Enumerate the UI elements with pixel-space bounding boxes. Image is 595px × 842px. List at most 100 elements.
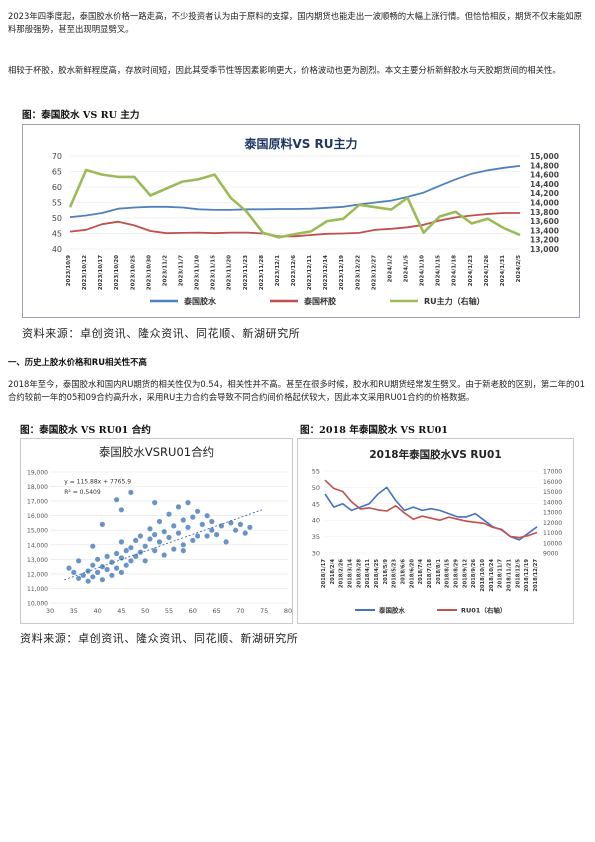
chart-2-point [175,504,182,510]
chart-1-x-tick-label: 2024/2/5 [516,255,522,283]
chart-1-y2-tick-label: 13,400 [530,226,559,235]
chart-3-title: 2018年泰国胶水VS RU01 [369,448,501,461]
chart-2-point [85,578,91,584]
chart-2-point [90,574,96,580]
chart-2-x-tick-label: 60 [189,607,197,615]
chart-3-y-tick-label: 55 [312,468,320,476]
chart-2-point [228,520,234,526]
chart-2-x-tick-label: 45 [117,607,125,615]
chart-2-point [242,530,248,536]
chart-3-x-tick-label: 2018/3/14 [348,559,354,588]
chart-2-point [99,577,105,583]
chart-1-y-tick-label: 60 [52,183,62,192]
chart-2-point [71,569,77,575]
chart-3-series-line-1 [324,479,538,539]
chart-1-x-tick-label: 2023/10/25 [130,255,136,290]
chart-2-x-tick-label: 75 [260,607,268,615]
chart-2-point [175,530,182,536]
chart-3-y2-tick-label: 11000 [543,530,562,537]
chart-2-point [152,532,158,538]
chart-2-svg: 泰国胶水VSRU01合约 10,000 11,000 12,000 13,000 14,0… [20,438,293,624]
chart-2-point [133,553,139,559]
chart-1-x-tick-label: 2023/11/15 [211,255,217,290]
chart-2-point [195,508,201,514]
chart-2-point [137,549,143,555]
chart-1-border [22,124,580,318]
chart-3-x-tick-label: 2018/3/28 [356,559,362,588]
chart-2-x-tick-label: 50 [141,607,149,615]
chart-1-y2-tick-label: 13,200 [530,236,559,245]
chart-2-point [66,565,72,571]
chart-3-x-tick-label: 2018/7/18 [427,559,433,588]
chart-1-x-tick-label: 2023/12/6 [291,255,297,286]
chart-1-y2-tick-label: 14,800 [530,161,559,170]
chart-1-x-tick-label: 2023/12/27 [371,255,377,290]
chart-3-x-tick-label: 2018/12/5 [515,559,521,588]
chart-1-x-tick-label: 2023/11/28 [259,255,265,290]
chart-3-x-tick-label: 2018/5/23 [392,559,398,588]
chart-2-y-tick-label: 11,000 [27,586,48,593]
chart-1-x-tick-label: 2023/12/19 [339,255,345,290]
chart-3-x-tick-label: 2018/6/6 [401,559,407,585]
chart-2-annotation-equation: y = 115.88x + 7765.9 [64,479,131,486]
chart-3-x-tick-label: 2018/5/9 [383,559,389,585]
chart-2-point [109,572,115,578]
chart-2-x-tick-label: 40 [93,607,101,615]
chart-3-y-tick-label: 35 [312,533,320,541]
chart-1-x-tick-label: 2024/1/2 [387,255,393,283]
chart-3-x-tick-label: 2018/9/12 [462,559,468,588]
chart-1-x-tick-label: 2024/1/18 [452,255,458,286]
chart-2-point [204,513,210,519]
chart-3-x-tick-label: 2018/10/10 [480,559,486,592]
chart-3-legend-label-1: RU01（右轴） [461,606,506,615]
chart-2-point [95,556,101,562]
chart-3-x-tick-label: 2018/1/17 [321,559,327,588]
chart-1-series-line-0 [69,165,521,218]
chart-2-point [180,517,186,523]
chart-1-x-tick-label: 2024/1/26 [484,255,490,286]
chart-2-point [214,532,220,538]
chart-1-y2-tick-label: 14,600 [530,171,559,180]
chart-2-point [104,553,110,559]
figure-3-chart: 2018年泰国胶水VS RU01 30 35 40 45 50 55 9000 10000 110… [297,438,574,624]
chart-3-x-tick-label: 2018/7/4 [418,559,424,585]
chart-2-point [123,562,129,568]
chart-1-x-tick-label: 2023/12/14 [323,255,329,290]
chart-3-x-tick-label: 2018/2/4 [330,559,336,585]
chart-1-y2-tick-label: 14,000 [530,199,559,208]
chart-1-legend-label-1: 泰国杯胶 [303,296,336,306]
chart-1-x-tick-label: 2024/1/5 [404,255,410,283]
chart-2-point [123,548,129,554]
chart-1-series-line-1 [69,212,520,238]
chart-2-point [80,572,86,578]
chart-1-y-tick-label: 55 [52,199,62,208]
chart-2-point [199,521,205,527]
chart-2-point [128,545,134,551]
chart-2-point [133,537,139,543]
chart-1-x-tick-label: 2023/10/9 [66,255,72,286]
chart-2-x-tick-label: 35 [70,607,78,615]
chart-2-y-tick-label: 12,000 [27,571,48,578]
chart-1-y2-tick-label: 14,200 [530,189,559,198]
chart-2-point [233,527,239,533]
chart-2-x-tick-label: 30 [46,607,54,615]
chart-1-x-tick-label: 2024/1/15 [436,255,442,286]
chart-3-y2-tick-label: 9000 [543,551,558,558]
chart-2-point [118,539,124,545]
chart-1-x-tick-label: 2023/11/23 [243,255,249,290]
chart-2-point [204,533,210,539]
chart-1-title: 泰国原料VS RU主力 [243,136,357,151]
chart-2-point [161,552,167,558]
chart-2-y-tick-label: 14,000 [27,542,48,549]
chart-3-y-tick-label: 45 [312,500,320,508]
chart-1-legend-label-0: 泰国胶水 [183,296,217,306]
chart-3-x-tick-label: 2018/6/20 [409,559,415,588]
chart-3-x-tick-label: 2018/4/11 [365,559,371,588]
chart-2-point [142,543,148,549]
chart-1-x-tick-label: 2023/12/1 [275,255,281,286]
chart-2-point [118,569,124,575]
chart-2-point [128,489,134,495]
source-note-1: 资料来源：卓创资讯、隆众资讯、同花顺、新湖研究所 [22,327,301,340]
chart-2-point [171,523,177,529]
